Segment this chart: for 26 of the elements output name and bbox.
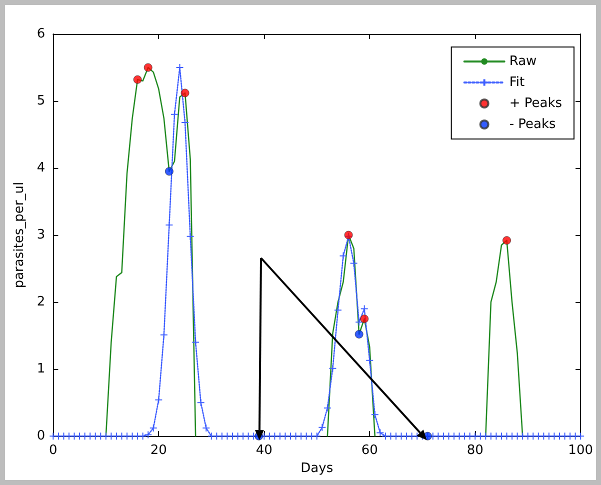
y-tick-label: 6 [36, 26, 46, 42]
point [133, 75, 142, 84]
legend-label: + Peaks [509, 96, 562, 111]
y-tick-label: 1 [36, 362, 46, 377]
y-tick-label: 2 [36, 294, 46, 310]
point [360, 314, 369, 324]
y-tick-label: 3 [36, 228, 46, 243]
y-tick-label: 4 [36, 160, 46, 176]
point [502, 236, 512, 245]
x-tick-label: 0 [49, 443, 58, 458]
legend-label: Raw [509, 54, 538, 69]
y-tick-label: 0 [36, 428, 46, 444]
y-axis-title: parasites_per_ul [12, 182, 27, 288]
y-tick-label: 5 [36, 94, 46, 109]
legend-label: Fit [509, 75, 525, 90]
x-tick-label: 20 [150, 443, 167, 458]
x-tick-label: 40 [256, 443, 272, 458]
x-tick-label: 60 [361, 443, 378, 458]
legend-label: - Peaks [509, 117, 556, 132]
x-axis-title: Days [300, 461, 334, 476]
point [144, 63, 152, 72]
point [354, 330, 364, 338]
point [180, 88, 190, 98]
x-tick-label: 100 [568, 443, 594, 458]
x-tick-label: 80 [466, 443, 484, 458]
point [164, 167, 174, 176]
